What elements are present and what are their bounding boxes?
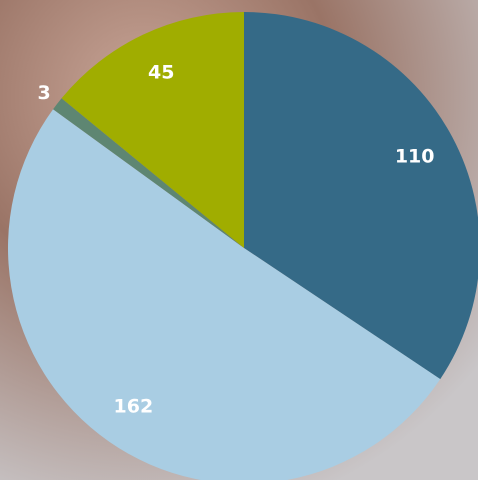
- chart: 110 162 3 45: [0, 0, 478, 480]
- page: 110162345 (() => { const data = JSON.par…: [0, 0, 478, 480]
- pie: 110 162 3 45: [8, 12, 478, 480]
- data-label: 162: [114, 395, 154, 417]
- data-label: 110: [395, 145, 435, 167]
- data-label: 3: [38, 82, 51, 104]
- data-label: 45: [148, 62, 174, 84]
